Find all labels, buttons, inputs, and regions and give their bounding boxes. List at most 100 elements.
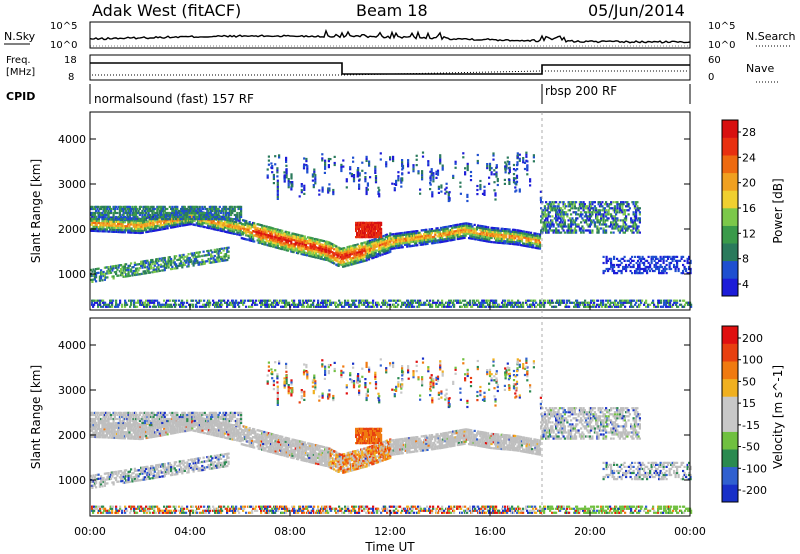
- power-cell: [327, 191, 330, 194]
- power-cell: [563, 211, 566, 214]
- power-cell: [581, 217, 584, 220]
- power-cell: [518, 239, 521, 242]
- power-cell: [611, 269, 614, 273]
- power-cell: [225, 259, 228, 262]
- power-cell: [630, 217, 633, 220]
- power-cell: [335, 263, 338, 266]
- power-cell: [380, 239, 383, 242]
- power-cell: [140, 262, 143, 265]
- power-cell: [607, 213, 610, 216]
- power-cell: [126, 211, 129, 215]
- power-cell: [349, 166, 352, 169]
- power-cell: [182, 218, 185, 221]
- power-cell: [476, 184, 479, 188]
- power-cell: [220, 251, 223, 254]
- power-cell: [104, 224, 107, 227]
- power-cell: [555, 221, 558, 224]
- power-cell: [227, 223, 230, 226]
- power-cell: [238, 205, 241, 208]
- power-cell: [267, 226, 270, 229]
- power-cell: [161, 269, 164, 272]
- power-cell: [110, 267, 113, 270]
- power-cell: [227, 256, 230, 259]
- power-cell: [603, 211, 606, 214]
- power-cell: [506, 238, 509, 241]
- power-cell: [454, 162, 457, 165]
- power-cell: [238, 218, 241, 221]
- power-cell: [137, 231, 140, 234]
- power-cell: [343, 261, 346, 264]
- power-cell: [593, 225, 596, 228]
- power-cell: [560, 213, 563, 216]
- power-cell: [267, 236, 270, 239]
- power-cell: [514, 177, 517, 180]
- power-cell: [312, 243, 315, 246]
- power-cell: [133, 213, 136, 217]
- power-cell: [615, 211, 618, 214]
- power-cell: [479, 179, 482, 183]
- power-cell: [608, 207, 611, 210]
- power-cell: [115, 215, 118, 219]
- power-cell: [140, 211, 143, 215]
- power-cell: [587, 207, 590, 210]
- power-cell: [586, 223, 589, 226]
- power-cell: [127, 215, 130, 219]
- power-cell: [263, 224, 266, 228]
- power-cell: [349, 168, 352, 171]
- power-cell: [142, 211, 145, 215]
- power-cell: [462, 152, 465, 155]
- power-cell: [231, 228, 234, 231]
- power-cell: [126, 225, 129, 228]
- power-cell: [312, 251, 315, 254]
- power-cell: [238, 213, 241, 217]
- power-cell: [177, 209, 180, 213]
- power-cell: [191, 218, 194, 221]
- power-cell: [127, 227, 130, 230]
- power-cell: [476, 162, 479, 165]
- power-cell: [514, 233, 517, 236]
- power-cell: [91, 219, 94, 222]
- power-cell: [117, 215, 120, 219]
- power-cell: [201, 207, 204, 211]
- power-cell: [101, 271, 104, 274]
- power-cell: [570, 213, 573, 216]
- power-cell: [263, 227, 266, 230]
- power-cell: [588, 223, 591, 226]
- power-cell: [373, 227, 376, 231]
- power-cell: [208, 213, 211, 217]
- power-cell: [407, 233, 410, 236]
- power-cell: [547, 229, 550, 232]
- power-cell: [113, 205, 116, 208]
- power-cell: [267, 244, 270, 247]
- power-cell: [171, 213, 174, 217]
- power-cell: [451, 226, 454, 229]
- power-cell: [568, 203, 571, 206]
- power-cell: [586, 207, 589, 210]
- power-cell: [93, 213, 96, 217]
- power-cell: [578, 203, 581, 206]
- power-cell: [276, 242, 279, 245]
- power-cell: [371, 253, 374, 256]
- power-cell: [673, 257, 676, 260]
- power-cell: [400, 181, 403, 184]
- power-cell: [217, 256, 220, 259]
- power-cell: [111, 224, 114, 227]
- power-cell: [219, 227, 222, 230]
- power-cell: [488, 230, 491, 233]
- power-cell: [615, 223, 618, 226]
- power-cell: [272, 245, 275, 248]
- power-cell: [587, 209, 590, 212]
- power-cell: [542, 213, 545, 216]
- power-cell: [285, 247, 288, 250]
- power-cell: [303, 251, 306, 254]
- power-cell: [374, 167, 377, 170]
- power-cell: [292, 251, 295, 254]
- power-cell: [137, 223, 140, 226]
- power-cell: [638, 221, 641, 224]
- power-cell: [168, 205, 171, 208]
- power-cell: [190, 207, 193, 211]
- power-cell: [583, 203, 586, 206]
- power-cell: [547, 231, 550, 234]
- power-cell: [220, 211, 223, 215]
- power-cell: [525, 153, 528, 156]
